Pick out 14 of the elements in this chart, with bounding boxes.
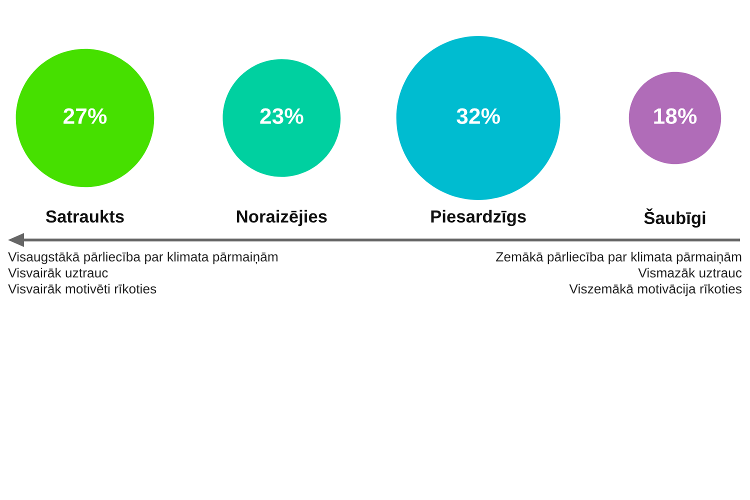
category-label: Piesardzīgs [431,210,526,226]
data-label: 27% [64,108,107,124]
text: Visvairāk motivēti rīkoties [8,284,156,294]
text: Visaugstākā pārliecība par klimata pārmaiņām [8,252,278,264]
text: Visvairāk uztrauc [8,268,108,278]
data-label: 32% [456,108,500,124]
category-label: Satraukts [46,210,124,223]
text: Vismazāk uztrauc [638,268,742,278]
data-label: 23% [260,108,304,124]
text: Viszemākā motivācija rīkoties [569,284,742,296]
data-label: 18% [654,108,697,124]
category-label: Šaubīgi [644,208,706,228]
category-label: Noraizējies [236,210,327,226]
text: Zemākā pārliecība par klimata pārmaiņām [496,252,742,264]
